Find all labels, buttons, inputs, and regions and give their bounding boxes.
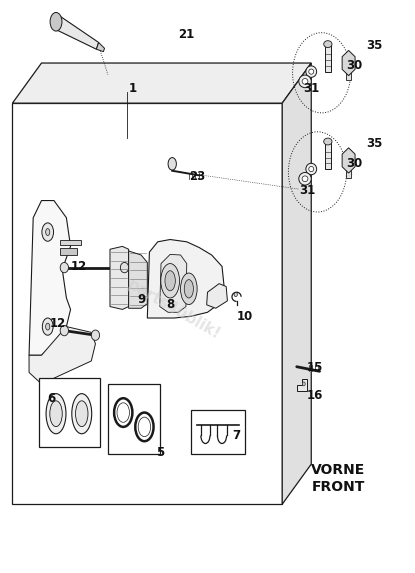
Polygon shape [29, 201, 71, 355]
Polygon shape [342, 148, 355, 173]
Polygon shape [282, 63, 311, 504]
Ellipse shape [117, 403, 129, 422]
Text: 30: 30 [347, 60, 363, 72]
Ellipse shape [299, 172, 311, 185]
Ellipse shape [306, 66, 317, 77]
Polygon shape [60, 248, 77, 255]
Text: VORNE
FRONT: VORNE FRONT [311, 464, 365, 493]
Ellipse shape [306, 163, 317, 175]
Polygon shape [108, 384, 160, 454]
Ellipse shape [42, 318, 53, 335]
Ellipse shape [324, 41, 332, 48]
Text: parts4üblik!: parts4üblik! [125, 277, 223, 342]
Polygon shape [29, 327, 95, 384]
Ellipse shape [302, 79, 308, 84]
Text: 1: 1 [129, 83, 137, 95]
Text: 31: 31 [299, 184, 315, 197]
Ellipse shape [181, 273, 197, 305]
Polygon shape [207, 284, 227, 308]
Polygon shape [39, 378, 100, 447]
Text: 12: 12 [50, 317, 66, 330]
Text: 30: 30 [347, 157, 363, 170]
Polygon shape [96, 42, 105, 52]
Ellipse shape [50, 13, 62, 31]
Polygon shape [297, 379, 307, 391]
Text: 6: 6 [48, 392, 56, 405]
Ellipse shape [165, 271, 175, 291]
Text: 10: 10 [237, 310, 253, 323]
Text: 35: 35 [366, 137, 382, 150]
FancyBboxPatch shape [325, 142, 331, 169]
Polygon shape [147, 240, 224, 318]
Ellipse shape [309, 166, 314, 172]
Polygon shape [54, 15, 99, 49]
Text: 9: 9 [137, 293, 145, 305]
Text: 12: 12 [71, 260, 87, 273]
Ellipse shape [76, 401, 88, 426]
Ellipse shape [184, 280, 193, 298]
Ellipse shape [50, 401, 62, 426]
Ellipse shape [120, 262, 129, 273]
Text: 16: 16 [307, 389, 323, 402]
Text: 21: 21 [178, 28, 195, 41]
Polygon shape [160, 254, 187, 312]
Ellipse shape [299, 75, 311, 88]
Ellipse shape [309, 69, 314, 74]
Polygon shape [110, 246, 129, 309]
FancyBboxPatch shape [346, 63, 351, 80]
Ellipse shape [161, 264, 179, 298]
Ellipse shape [72, 394, 92, 434]
Ellipse shape [138, 417, 151, 437]
FancyBboxPatch shape [346, 160, 351, 178]
Ellipse shape [324, 138, 332, 145]
Polygon shape [12, 103, 282, 504]
Ellipse shape [234, 292, 237, 297]
Text: 23: 23 [189, 170, 205, 183]
Text: 8: 8 [166, 299, 174, 311]
Polygon shape [60, 240, 81, 245]
Ellipse shape [60, 262, 68, 273]
Text: 5: 5 [156, 446, 164, 459]
Ellipse shape [302, 176, 308, 182]
Ellipse shape [46, 229, 50, 236]
Polygon shape [129, 251, 147, 308]
Text: 15: 15 [307, 362, 323, 374]
Ellipse shape [60, 325, 68, 336]
Polygon shape [191, 410, 245, 454]
Ellipse shape [91, 330, 100, 340]
Ellipse shape [168, 158, 176, 170]
Text: 35: 35 [366, 40, 382, 52]
Ellipse shape [46, 323, 50, 330]
Text: 31: 31 [303, 83, 319, 95]
Ellipse shape [302, 382, 305, 386]
Text: 7: 7 [232, 429, 241, 442]
Ellipse shape [46, 394, 66, 434]
Ellipse shape [42, 223, 54, 241]
FancyBboxPatch shape [325, 44, 331, 72]
Polygon shape [12, 63, 311, 103]
Polygon shape [342, 50, 355, 76]
